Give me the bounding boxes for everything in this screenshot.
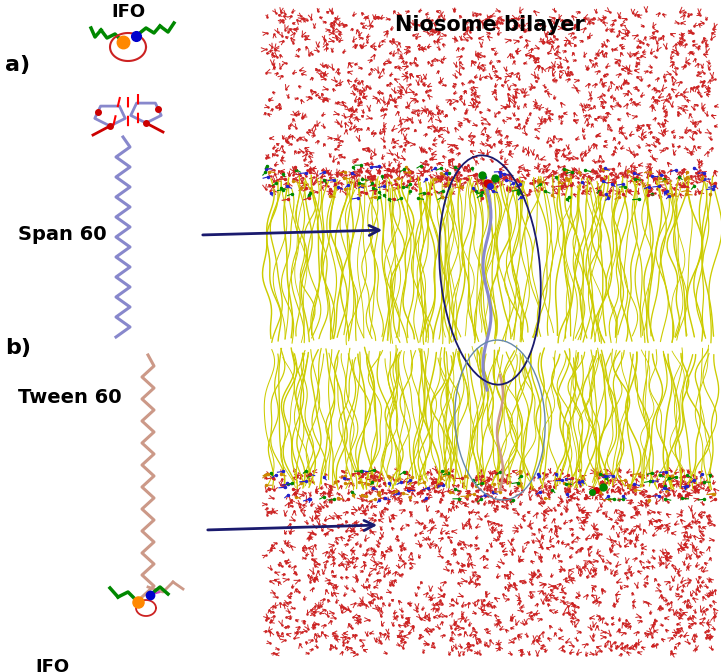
Text: Span 60: Span 60 bbox=[18, 225, 107, 244]
Text: IFO: IFO bbox=[35, 658, 69, 672]
Text: a): a) bbox=[5, 55, 30, 75]
Text: b): b) bbox=[5, 338, 31, 358]
Text: IFO: IFO bbox=[111, 3, 145, 21]
Text: Tween 60: Tween 60 bbox=[18, 388, 122, 407]
Text: Niosome bilayer: Niosome bilayer bbox=[395, 15, 585, 35]
